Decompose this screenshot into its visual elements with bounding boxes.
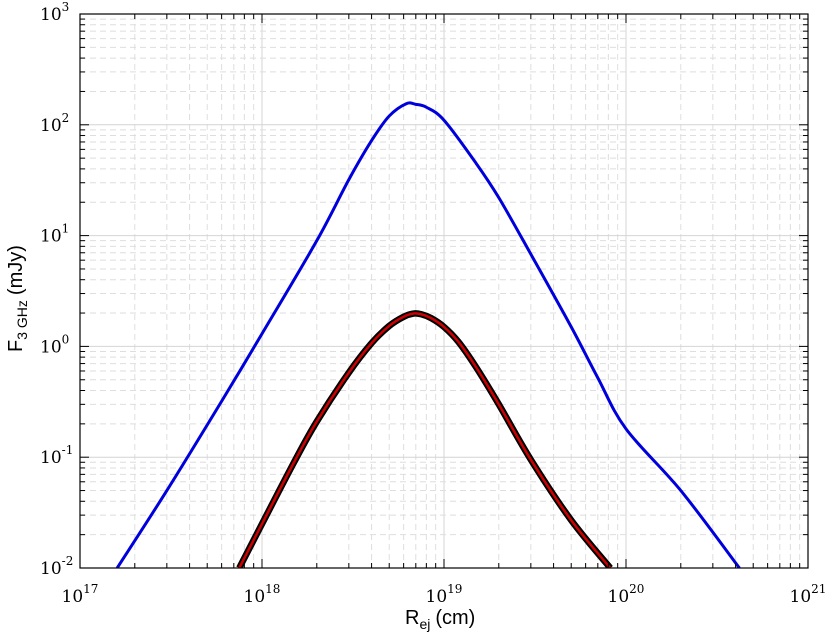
y-tick-label: 10-2	[40, 554, 73, 579]
grid-lines	[80, 14, 808, 568]
x-tick-label: 1017	[62, 582, 99, 607]
y-tick-label: 102	[40, 111, 69, 136]
y-tick-label: 10-1	[40, 443, 73, 468]
series-1-line	[115, 101, 741, 568]
series-layer	[115, 101, 741, 568]
tick-marks	[79, 14, 808, 569]
y-tick-label: 100	[40, 332, 69, 357]
y-tick-label: 101	[40, 222, 69, 247]
x-tick-label: 1021	[790, 582, 827, 607]
series-2-line	[238, 312, 612, 568]
x-tick-label: 1020	[608, 582, 645, 607]
y-tick-labels: 10-2 10-1 100 101 102 103	[40, 0, 73, 579]
y-axis-title: F3 GHz(mJy)	[5, 245, 30, 352]
x-tick-label: 1019	[426, 582, 463, 607]
x-tick-labels: 1017 1018 1019 1020 1021	[62, 582, 827, 607]
x-axis-title: Rej (cm)	[405, 607, 475, 632]
x-tick-label: 1018	[244, 582, 281, 607]
y-tick-label: 103	[40, 0, 69, 25]
